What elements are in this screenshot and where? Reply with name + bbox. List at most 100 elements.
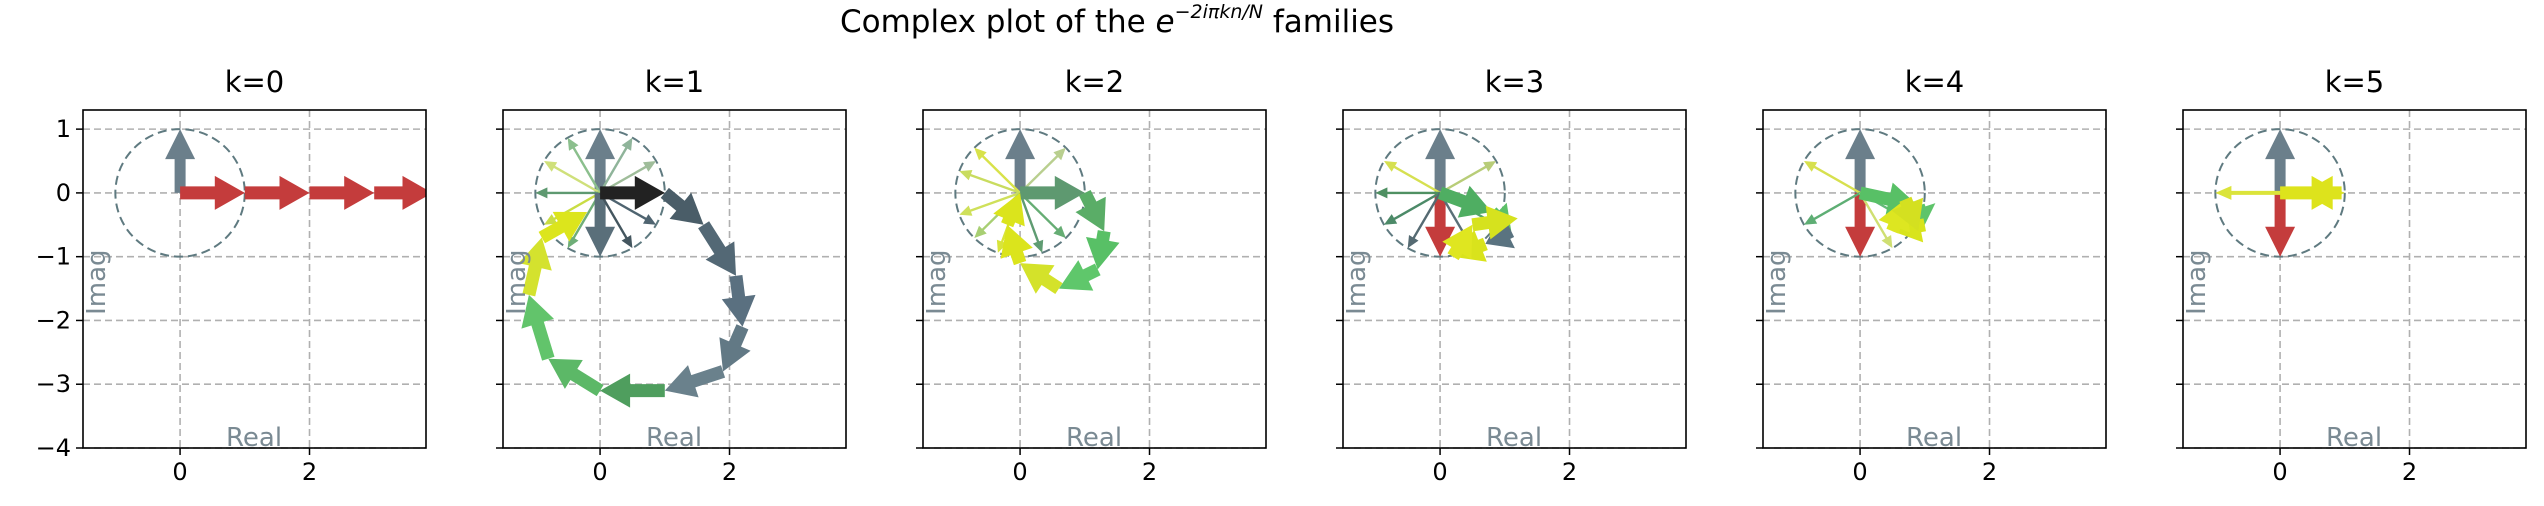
cumulative-arrow [721, 275, 756, 327]
root-arrow [165, 129, 196, 193]
subplots: 0 2 1 0 −1 −2 −3 −4 k=0 Real Imag 0 2 k=1 Real Imag 0 2 k=… [36, 65, 2527, 486]
root-arrow [1018, 192, 1044, 253]
subplot-title: k=0 [225, 65, 285, 99]
root-arrow [959, 170, 1021, 194]
subplot-k1: 0 2 k=1 Real Imag [496, 65, 847, 486]
subplot-k3: 0 2 k=3 Real Imag [1336, 65, 1687, 486]
root-arrow [959, 191, 1021, 216]
y-tick-label: 1 [56, 115, 71, 143]
cumulative-arrow [1485, 217, 1515, 249]
subplot-title: k=5 [2325, 65, 2385, 99]
x-axis-label: Real [646, 423, 702, 453]
root-arrow [1859, 192, 1893, 249]
axes-frame [1762, 109, 2107, 449]
x-tick-label: 0 [1852, 458, 1867, 486]
cumulative-arrow [244, 175, 310, 210]
cumulative-arrow [1891, 196, 1924, 232]
y-axis-label: Imag [82, 249, 112, 314]
title-suffix: families [1263, 4, 1394, 40]
cumulative-arrow [698, 221, 736, 276]
axes-frame [502, 109, 847, 449]
plot-area [1794, 128, 1936, 258]
plot-area [1374, 128, 1518, 262]
y-axis-label: Imag [1342, 249, 1372, 314]
root-arrow [1384, 191, 1441, 225]
cumulative-arrow [600, 175, 665, 210]
y-tick-label: −2 [36, 306, 71, 334]
x-axis-label: Real [2326, 423, 2382, 453]
unit-circle [114, 128, 246, 258]
x-tick-label: 0 [592, 458, 607, 486]
y-axis-label: Imag [922, 249, 952, 314]
y-tick-label: −1 [36, 243, 71, 271]
root-arrow [599, 137, 633, 194]
cumulative-arrow [1075, 190, 1106, 232]
plot-area [518, 128, 756, 408]
x-tick-label: 2 [2402, 458, 2417, 486]
y-tick-label: −3 [36, 370, 71, 398]
title-exponent: −2iπkn/N [1175, 1, 1263, 23]
root-arrow [2265, 192, 2296, 257]
title-math: e [1156, 4, 1175, 40]
x-axis-label: Real [1066, 423, 1122, 453]
x-axis-label: Real [226, 423, 282, 453]
cumulative-arrow [309, 175, 375, 210]
root-arrow [1005, 129, 1036, 193]
y-axis-label: Imag [1762, 249, 1792, 314]
cumulative-arrow [1442, 224, 1473, 261]
plot-area [2214, 128, 2346, 258]
root-arrow [544, 161, 601, 194]
plot-area [114, 128, 426, 258]
root-arrow [1407, 192, 1442, 249]
unit-circle [2214, 128, 2346, 258]
cumulative-arrow [548, 358, 604, 397]
axes-frame [1342, 109, 1687, 449]
cumulative-arrow [1020, 175, 1085, 210]
cumulative-arrow [518, 237, 552, 297]
unit-circle [534, 128, 666, 258]
root-arrow [599, 191, 657, 225]
subplot-title: k=4 [1905, 65, 1965, 99]
cumulative-arrow [664, 365, 726, 398]
x-tick-label: 0 [172, 458, 187, 486]
cumulative-arrow [719, 324, 751, 372]
cumulative-arrow [1437, 185, 1492, 218]
y-axis-label: Imag [2182, 249, 2212, 314]
cumulative-arrow [1020, 263, 1063, 294]
axes-frame [922, 109, 1267, 449]
root-arrow [599, 192, 633, 249]
figure-title: Complex plot of the e−2iπkn/N families [840, 1, 1394, 40]
y-tick-label: 0 [56, 179, 71, 207]
root-arrow [2265, 129, 2296, 193]
x-tick-label: 0 [2272, 458, 2287, 486]
root-arrow [585, 192, 616, 257]
cumulative-arrow [600, 373, 665, 408]
x-tick-label: 2 [1562, 458, 1577, 486]
axes-frame [2182, 109, 2527, 449]
x-tick-label: 2 [722, 458, 737, 486]
cumulative-arrow [1000, 224, 1033, 266]
subplot-title: k=2 [1065, 65, 1125, 99]
subplot-k5: 0 2 k=5 Real Imag [2176, 65, 2527, 486]
root-arrow [1384, 161, 1441, 194]
cumulative-arrow [521, 294, 555, 361]
subplot-k4: 0 2 k=4 Real Imag [1756, 65, 2107, 486]
root-arrow [1439, 161, 1497, 194]
root-arrow [974, 147, 1021, 194]
cumulative-arrow [660, 187, 704, 225]
root-arrow [1019, 192, 1066, 238]
cumulative-arrow [538, 211, 588, 244]
root-arrow [599, 161, 657, 194]
unit-circle [1794, 128, 1926, 258]
unit-circle [1374, 128, 1506, 258]
cumulative-arrow [993, 192, 1025, 228]
plot-area [954, 128, 1120, 294]
root-arrow [2215, 185, 2281, 200]
x-tick-label: 0 [1012, 458, 1027, 486]
x-tick-label: 2 [1982, 458, 1997, 486]
root-arrow [585, 129, 616, 193]
x-axis-label: Real [1906, 423, 1962, 453]
x-tick-label: 2 [1142, 458, 1157, 486]
root-arrow [535, 187, 601, 199]
